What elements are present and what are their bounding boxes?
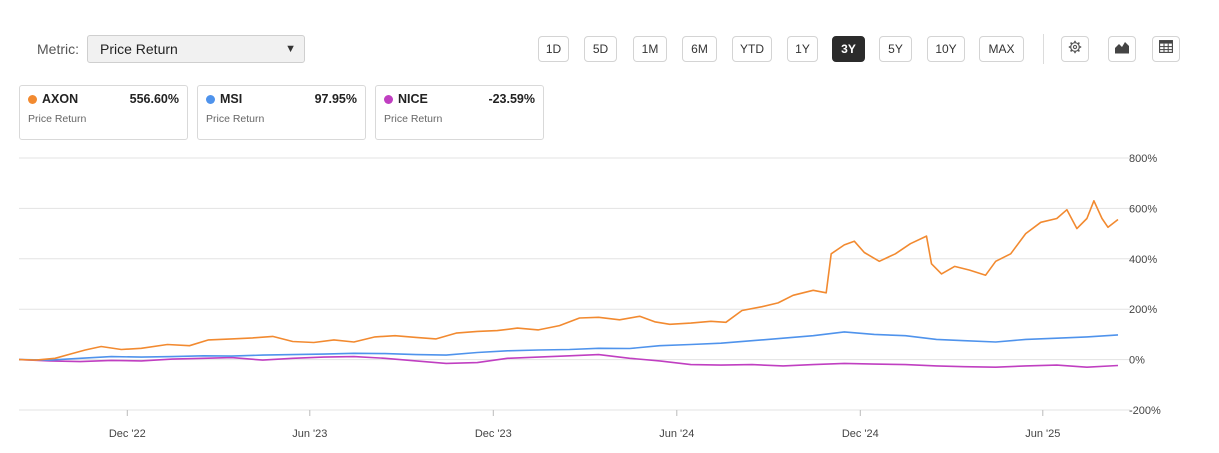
metric-row: Metric: Price Return ▼ — [37, 35, 305, 63]
y-tick-label: 800% — [1129, 153, 1157, 165]
legend-value: 97.95% — [314, 92, 357, 106]
chart-type-icon — [1114, 40, 1130, 59]
legend-ticker: AXON — [42, 92, 79, 106]
series-dot-icon — [384, 94, 393, 104]
range-button-5y[interactable]: 5Y — [879, 36, 912, 62]
toolbar-divider — [1043, 34, 1044, 64]
legend-card-nice[interactable]: NICE -23.59% Price Return — [375, 85, 544, 140]
x-tick-label: Jun '23 — [292, 428, 327, 440]
table-icon — [1159, 40, 1173, 58]
metric-select[interactable]: Price Return ▼ — [87, 35, 305, 63]
legend-metric: Price Return — [384, 113, 443, 125]
series-line-msi — [18, 331, 1119, 361]
range-button-1m[interactable]: 1M — [633, 36, 667, 62]
chevron-down-icon: ▼ — [285, 43, 296, 55]
range-button-max[interactable]: MAX — [979, 36, 1024, 62]
x-tick-label: Dec '23 — [475, 428, 512, 440]
range-button-ytd[interactable]: YTD — [732, 36, 772, 62]
settings-icon — [1068, 40, 1082, 59]
legend-value: 556.60% — [129, 92, 179, 106]
y-tick-label: 600% — [1129, 203, 1157, 215]
legend-card-axon[interactable]: AXON 556.60% Price Return — [19, 85, 188, 140]
series-line-axon — [18, 200, 1119, 361]
legend-ticker: MSI — [220, 92, 243, 106]
x-tick-label: Jun '25 — [1025, 428, 1060, 440]
y-tick-label: -200% — [1129, 405, 1161, 417]
series-dot-icon — [206, 94, 215, 104]
y-tick-label: 0% — [1129, 355, 1145, 367]
legend-ticker: NICE — [398, 92, 428, 106]
range-button-10y[interactable]: 10Y — [927, 36, 965, 62]
range-button-1d[interactable]: 1D — [538, 36, 569, 62]
table-view-button[interactable] — [1152, 36, 1180, 62]
range-button-5d[interactable]: 5D — [584, 36, 617, 62]
x-tick-label: Dec '24 — [842, 428, 879, 440]
range-button-6m[interactable]: 6M — [682, 36, 717, 62]
metric-label: Metric: — [37, 41, 79, 57]
range-button-3y[interactable]: 3Y — [832, 36, 865, 62]
settings-button[interactable] — [1061, 36, 1089, 62]
legend-value: -23.59% — [488, 92, 535, 106]
y-tick-label: 400% — [1129, 254, 1157, 266]
legend-metric: Price Return — [28, 113, 87, 125]
legend-card-msi[interactable]: MSI 97.95% Price Return — [197, 85, 366, 140]
series-dot-icon — [28, 94, 37, 104]
range-button-1y[interactable]: 1Y — [787, 36, 818, 62]
metric-select-value: Price Return — [100, 41, 178, 57]
series-line-nice — [18, 353, 1119, 369]
y-tick-label: 200% — [1129, 304, 1157, 316]
legend-metric: Price Return — [206, 113, 265, 125]
x-tick-label: Dec '22 — [109, 428, 146, 440]
chart-type-button[interactable] — [1108, 36, 1136, 62]
x-tick-label: Jun '24 — [659, 428, 694, 440]
